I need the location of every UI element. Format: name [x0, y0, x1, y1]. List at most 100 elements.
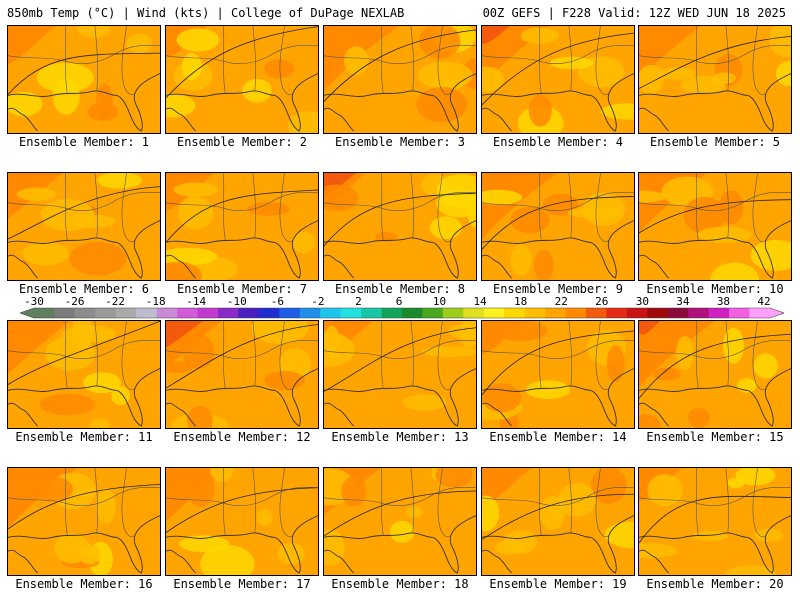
member-caption: Ensemble Member: 18: [331, 577, 469, 591]
colorbar-tick-label: 10: [432, 295, 447, 308]
member-map-1: [7, 25, 161, 134]
colorbar-swatch: [708, 308, 730, 318]
member-map-11: [7, 320, 161, 429]
member-caption: Ensemble Member: 9: [492, 282, 624, 296]
colorbar-swatch: [74, 308, 96, 318]
member-map-13: [323, 320, 477, 429]
colorbar-swatch: [34, 308, 55, 318]
temperature-field: [166, 26, 318, 133]
temperature-field: [482, 173, 634, 280]
member-map-5: [638, 25, 792, 134]
colorbar-swatch: [626, 308, 648, 318]
colorbar-swatch: [606, 308, 628, 318]
temperature-colorbar: [20, 307, 784, 319]
member-caption: Ensemble Member: 2: [176, 135, 308, 149]
temperature-field: [639, 173, 791, 280]
member-caption: Ensemble Member: 7: [176, 282, 308, 296]
member-caption: Ensemble Member: 12: [173, 430, 311, 444]
member-caption: Ensemble Member: 11: [15, 430, 153, 444]
colorbar-swatch: [402, 308, 423, 318]
temperature-field: [639, 321, 791, 428]
colorbar-swatch: [565, 308, 587, 318]
temperature-field: [482, 321, 634, 428]
temperature-field: [8, 173, 160, 280]
temperature-field: [324, 468, 476, 575]
colorbar-swatch: [340, 308, 362, 318]
colorbar-swatch: [320, 308, 341, 318]
colorbar-tick-label: 18: [514, 295, 528, 308]
colorbar-tick-label: 14: [473, 295, 487, 308]
colorbar-swatch: [667, 308, 689, 318]
temperature-field: [8, 26, 160, 133]
colorbar-tick-label: 2: [355, 295, 362, 308]
colorbar-swatch: [115, 308, 137, 318]
colorbar-swatch: [749, 308, 771, 318]
colorbar-tick-label: -14: [186, 295, 207, 308]
colorbar-tick-label: -2: [311, 295, 325, 308]
colorbar-swatch: [729, 308, 750, 318]
colorbar-max-arrow: [770, 308, 784, 318]
colorbar-tick-label: -26: [64, 295, 85, 308]
member-map-18: [323, 467, 477, 576]
valid-time: 00Z GEFS | F228 Valid: 12Z WED JUN 18 20…: [482, 6, 786, 20]
colorbar-swatch: [197, 308, 219, 318]
colorbar-swatch: [504, 308, 525, 318]
colorbar-swatch: [586, 308, 607, 318]
colorbar-tick-label: -22: [105, 295, 126, 308]
temperature-field: [8, 468, 160, 575]
temperature-field: [324, 26, 476, 133]
colorbar-swatch: [299, 308, 321, 318]
member-caption: Ensemble Member: 10: [646, 282, 784, 296]
map-title: 850mb Temp (°C) | Wind (kts) | College o…: [7, 6, 405, 20]
colorbar-tick-label: -10: [226, 295, 247, 308]
colorbar-swatch: [647, 308, 669, 318]
colorbar-swatch: [442, 308, 464, 318]
colorbar-swatch: [381, 308, 403, 318]
colorbar-tick-label: 38: [716, 295, 731, 308]
member-map-12: [165, 320, 319, 429]
member-map-20: [638, 467, 792, 576]
member-caption: Ensemble Member: 19: [489, 577, 627, 591]
colorbar-swatch: [361, 308, 382, 318]
member-map-6: [7, 172, 161, 281]
member-map-10: [638, 172, 792, 281]
temperature-field: [639, 26, 791, 133]
colorbar-swatch: [524, 308, 546, 318]
colorbar-tick-label: 26: [595, 295, 609, 308]
colorbar-min-arrow: [20, 308, 34, 318]
member-caption: Ensemble Member: 6: [18, 282, 150, 296]
member-map-7: [165, 172, 319, 281]
colorbar-swatch: [95, 308, 117, 318]
colorbar-tick-label: 34: [676, 295, 690, 308]
colorbar-swatch: [422, 308, 444, 318]
colorbar-tick-label: -6: [270, 295, 284, 308]
member-map-16: [7, 467, 161, 576]
member-map-14: [481, 320, 635, 429]
colorbar-swatch: [238, 308, 260, 318]
colorbar-tick-label: 22: [554, 295, 568, 308]
member-map-8: [323, 172, 477, 281]
temperature-field: [166, 468, 318, 575]
member-caption: Ensemble Member: 16: [15, 577, 153, 591]
member-caption: Ensemble Member: 13: [331, 430, 469, 444]
temperature-field: [166, 173, 318, 280]
colorbar-swatch: [136, 308, 157, 318]
colorbar-swatch: [218, 308, 239, 318]
temperature-field: [482, 26, 634, 133]
member-caption: Ensemble Member: 20: [646, 577, 784, 591]
colorbar-tick-label: 42: [757, 295, 771, 308]
member-caption: Ensemble Member: 14: [489, 430, 627, 444]
temperature-field: [8, 321, 160, 428]
member-caption: Ensemble Member: 3: [334, 135, 466, 149]
member-caption: Ensemble Member: 1: [18, 135, 150, 149]
temperature-field: [639, 468, 791, 575]
colorbar-swatch: [688, 308, 709, 318]
member-caption: Ensemble Member: 4: [492, 135, 624, 149]
colorbar-swatch: [177, 308, 198, 318]
member-caption: Ensemble Member: 5: [649, 135, 781, 149]
member-caption: Ensemble Member: 8: [334, 282, 466, 296]
colorbar-swatch: [258, 308, 280, 318]
member-caption: Ensemble Member: 15: [646, 430, 784, 444]
colorbar-tick-label: -18: [145, 295, 166, 308]
member-caption: Ensemble Member: 17: [173, 577, 311, 591]
